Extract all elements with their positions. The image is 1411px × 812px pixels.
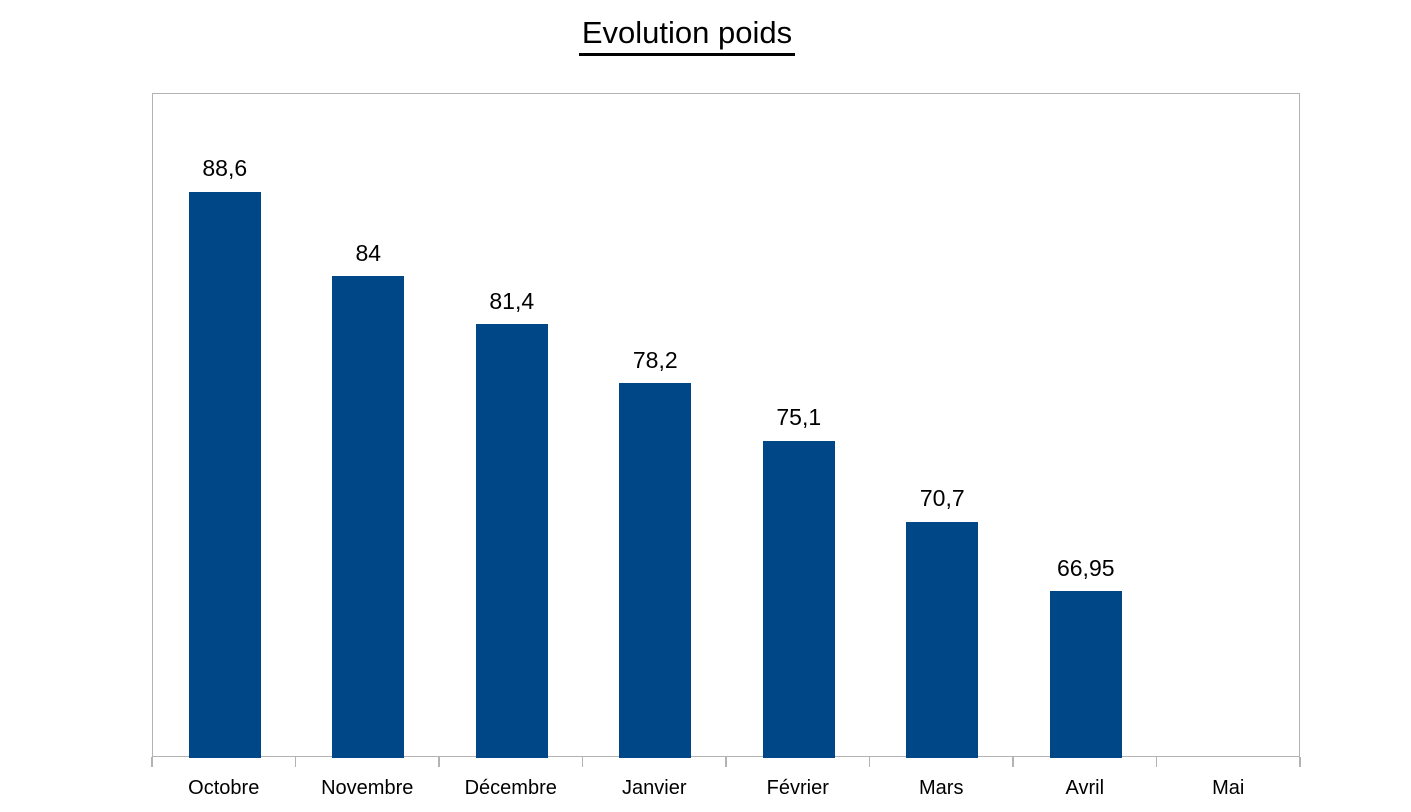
- x-axis-tick: [294, 757, 297, 767]
- x-axis-tick: [1155, 757, 1158, 767]
- x-axis-tick: [725, 757, 727, 767]
- bar-value-label: 78,2: [632, 347, 678, 374]
- x-axis-tick: [1299, 757, 1301, 767]
- x-axis-label: Octobre: [188, 777, 260, 799]
- bar-janvier[interactable]: [619, 383, 692, 758]
- x-axis-tick: [438, 757, 440, 767]
- x-axis-label: Mars: [919, 777, 964, 799]
- bar-value-label: 81,4: [489, 288, 535, 315]
- chart-title-text: Evolution poids: [578, 15, 796, 56]
- x-axis-label: Mai: [1212, 777, 1245, 799]
- bar-value-label: 84: [355, 240, 382, 267]
- x-axis-label: Janvier: [622, 777, 687, 799]
- plot-area: 88,6 84 81,4 78,2 75,1 70,7 66,95: [152, 93, 1300, 758]
- x-axis-tick: [581, 757, 584, 767]
- bar-décembre[interactable]: [475, 324, 548, 758]
- x-axis-tick: [1012, 757, 1014, 767]
- x-axis-label: Décembre: [464, 777, 557, 799]
- bar-value-label: 75,1: [776, 404, 822, 431]
- chart-title: Evolution poids: [74, 15, 1300, 56]
- bar-value-label: 70,7: [919, 485, 965, 512]
- x-axis-label: Février: [766, 777, 829, 799]
- bar-octobre[interactable]: [188, 191, 261, 758]
- bar-mars[interactable]: [906, 521, 979, 758]
- bar-value-label: 88,6: [202, 155, 248, 182]
- x-axis-tick: [151, 757, 153, 767]
- x-axis-label: Avril: [1065, 777, 1105, 799]
- bar-avril[interactable]: [1049, 590, 1122, 758]
- bar-février[interactable]: [762, 440, 835, 758]
- x-axis-tick: [868, 757, 871, 767]
- bar-novembre[interactable]: [332, 276, 405, 758]
- bar-value-label: 66,95: [1056, 554, 1115, 581]
- x-axis-label: Novembre: [321, 777, 414, 799]
